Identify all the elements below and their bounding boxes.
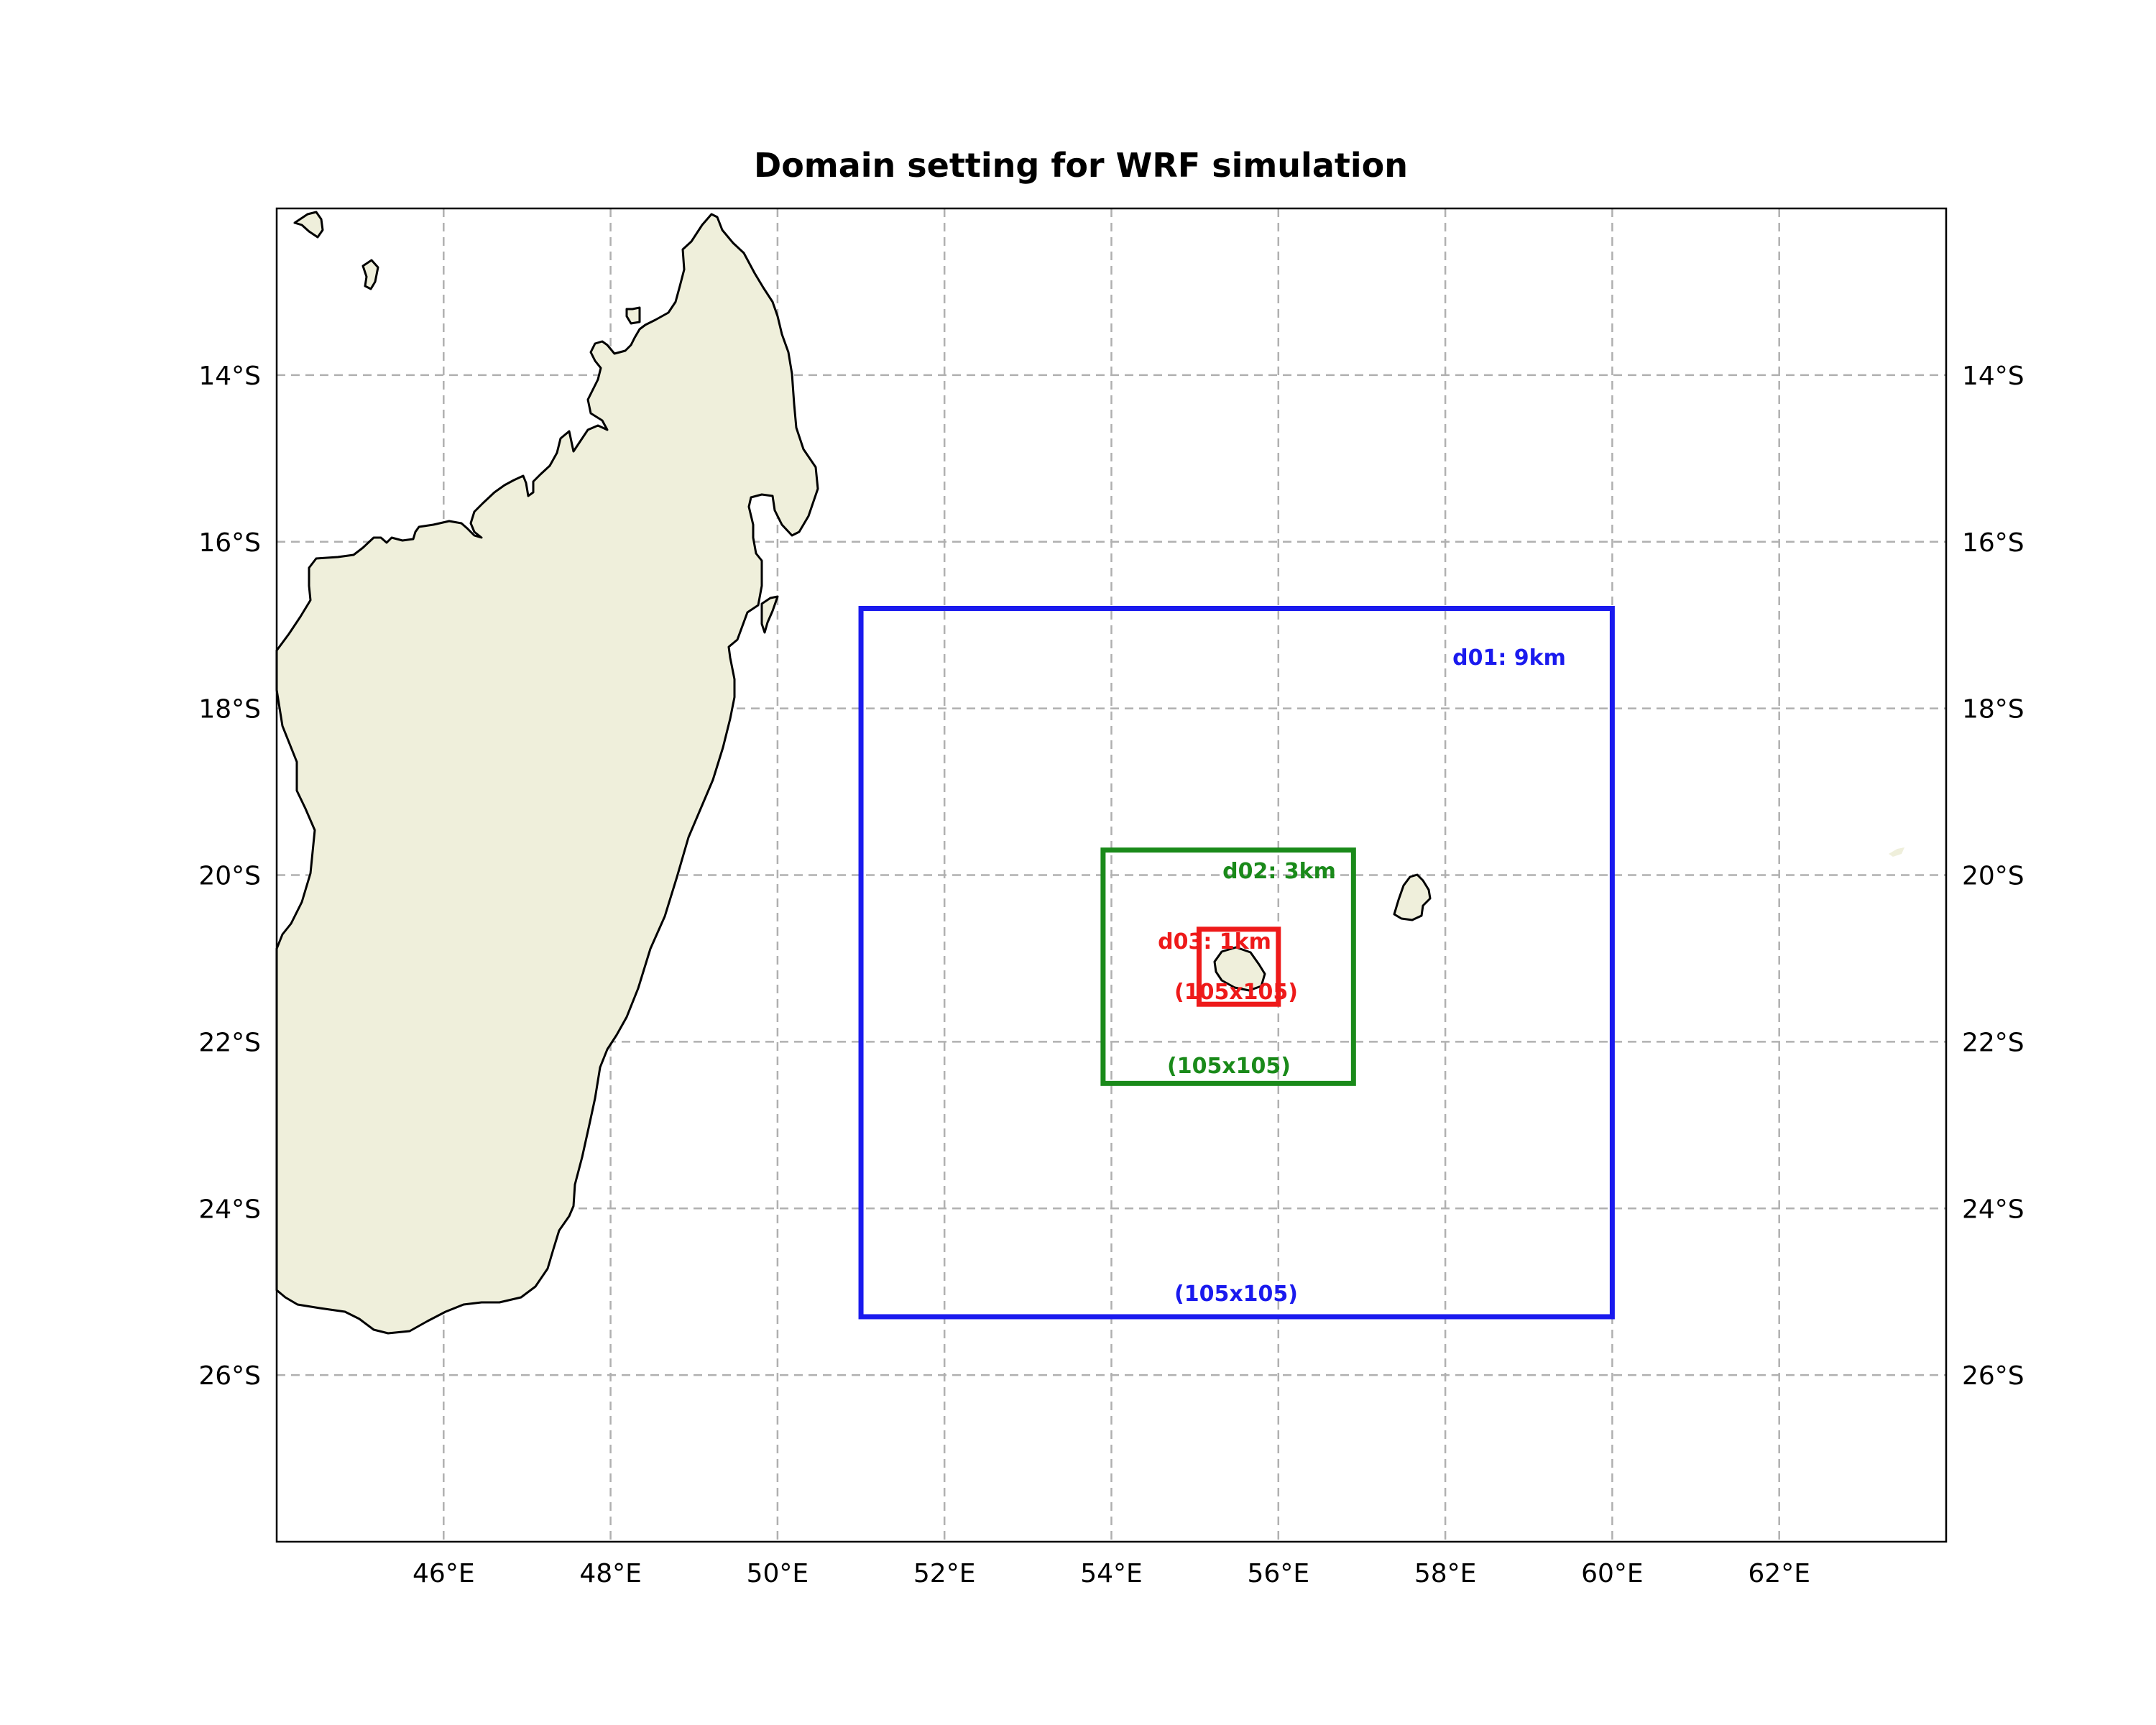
d02-resolution-label: d02: 3km [1222, 859, 1336, 884]
lon-tick-label: 54°E [1080, 1559, 1143, 1588]
lat-tick-label-right: 16°S [1962, 528, 2024, 558]
d02-grid-size-label: (105x105) [1167, 1054, 1291, 1079]
lat-tick-label-right: 20°S [1962, 862, 2024, 891]
lat-tick-label-left: 18°S [198, 695, 261, 724]
d01-resolution-label: d01: 9km [1452, 645, 1566, 671]
lat-tick-label-left: 20°S [198, 862, 261, 891]
nosy-be-island [361, 259, 379, 290]
d03-grid-size-label: (105x105) [1174, 980, 1298, 1005]
lon-tick-label: 52°E [913, 1559, 976, 1588]
d01-domain-box [858, 606, 1615, 1320]
lat-tick-label-left: 22°S [198, 1028, 261, 1057]
d03-resolution-label: d03: 1km [1158, 929, 1271, 954]
map-title: Domain setting for WRF simulation [754, 146, 1408, 185]
axis-tick-labels: 46°E 48°E 50°E 52°E 54°E 56°E 58°E 60°E 62°E 14°S… [198, 362, 2024, 1588]
nosy-mitsio-islet [293, 211, 324, 239]
lon-tick-label: 62°E [1748, 1559, 1810, 1588]
madagascar-landmass [275, 213, 819, 1335]
lon-tick-label: 50°E [747, 1559, 809, 1588]
lat-tick-label-left: 24°S [198, 1195, 261, 1224]
lon-tick-label: 46°E [413, 1559, 475, 1588]
ile-sainte-marie [760, 595, 779, 634]
lat-tick-label-right: 22°S [1962, 1028, 2024, 1057]
lon-tick-label: 56°E [1248, 1559, 1310, 1588]
lon-tick-label: 48°E [579, 1559, 642, 1588]
rodrigues-island [1889, 847, 1904, 857]
d01-grid-size-label: (105x105) [1174, 1282, 1298, 1307]
lat-tick-label-left: 26°S [198, 1361, 261, 1391]
d02-domain-box [1100, 847, 1356, 1086]
lon-tick-label: 58°E [1414, 1559, 1477, 1588]
lat-tick-label-left: 14°S [198, 362, 261, 391]
land-layer [275, 211, 1904, 1335]
domain-boxes: d01: 9km (105x105) d02: 3km (105x105) d03: 1… [858, 606, 1615, 1320]
d03-domain-box [1196, 926, 1281, 1007]
map-frame [275, 207, 1948, 1543]
northern-islet [625, 306, 641, 325]
lat-tick-label-right: 14°S [1962, 362, 2024, 391]
lat-tick-label-right: 24°S [1962, 1195, 2024, 1224]
reunion-island [1213, 946, 1266, 992]
lat-tick-label-left: 16°S [198, 528, 261, 558]
lon-tick-label: 60°E [1581, 1559, 1644, 1588]
lat-tick-label-right: 26°S [1962, 1361, 2024, 1391]
mauritius-island [1393, 873, 1432, 921]
lat-tick-label-right: 18°S [1962, 695, 2024, 724]
